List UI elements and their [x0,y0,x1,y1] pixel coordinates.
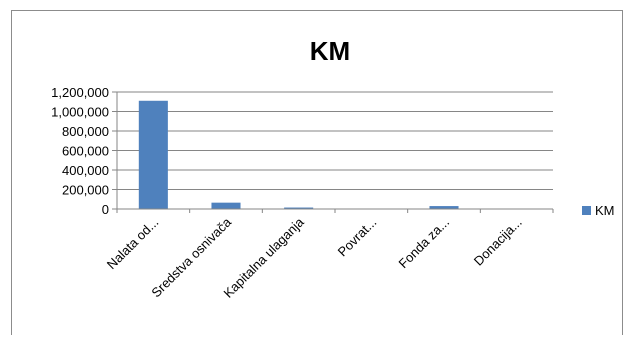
bar [429,206,459,209]
bar [284,207,314,209]
x-tick-label: Donacija... [471,215,525,269]
y-tick-label: 600,000 [62,144,109,159]
axes [116,92,554,213]
y-tick-label: 400,000 [62,163,109,178]
y-tick-label: 1,000,000 [51,105,109,120]
chart-frame [11,10,623,335]
y-tick-label: 800,000 [62,124,109,139]
y-tick-label: 200,000 [62,183,109,198]
y-axis-tick-labels: 0 200,000 400,000 600,000 800,000 1,000,000 1,… [51,85,109,217]
legend: KM [582,203,615,218]
x-tick-label: Nalata od... [104,215,162,273]
bar [138,100,168,209]
y-tick-label: 0 [102,202,109,217]
x-tick-label: Fonda za... [396,215,453,272]
x-tick-label: Sredstva osnivača [148,214,234,300]
y-tick-label: 1,200,000 [51,85,109,100]
x-tick-label: Povrat... [335,215,380,260]
legend-label: KM [595,203,615,218]
chart-title: KM [310,36,350,66]
x-tick-label: Kapitalna ulaganja [221,214,308,301]
gridlines [112,91,553,210]
bars [138,100,459,209]
bar [211,202,241,209]
legend-swatch [582,206,591,215]
